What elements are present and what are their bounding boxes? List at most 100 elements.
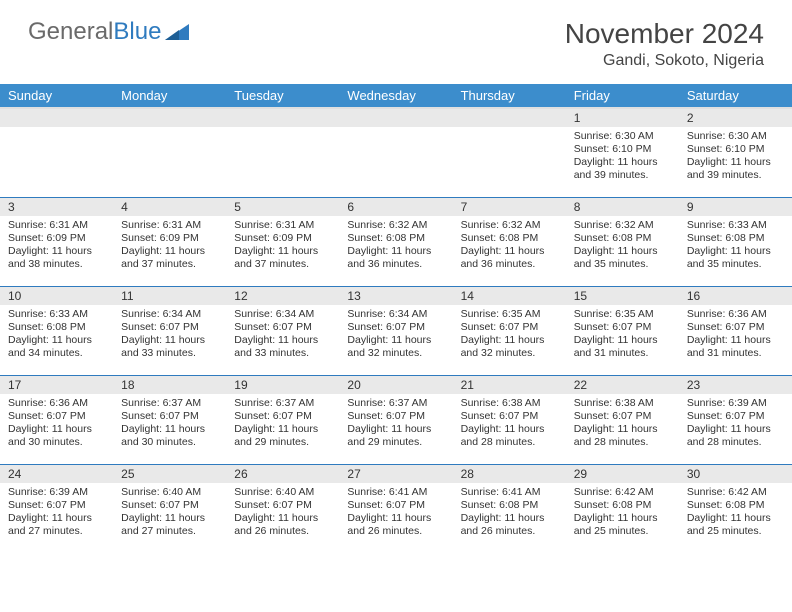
day-line: Daylight: 11 hours and 30 minutes.: [121, 423, 218, 449]
day-number: [113, 109, 226, 127]
calendar-week-row: 3Sunrise: 6:31 AMSunset: 6:09 PMDaylight…: [0, 197, 792, 286]
day-number: 28: [453, 465, 566, 483]
day-line: Sunrise: 6:37 AM: [121, 397, 218, 410]
day-number: 8: [566, 198, 679, 216]
day-line: Sunrise: 6:34 AM: [121, 308, 218, 321]
day-line: Sunrise: 6:38 AM: [461, 397, 558, 410]
calendar-day-cell: 12Sunrise: 6:34 AMSunset: 6:07 PMDayligh…: [226, 286, 339, 375]
day-line: Daylight: 11 hours and 36 minutes.: [461, 245, 558, 271]
title-block: November 2024 Gandi, Sokoto, Nigeria: [565, 18, 764, 70]
day-line: Sunrise: 6:30 AM: [687, 130, 784, 143]
day-line: Daylight: 11 hours and 27 minutes.: [8, 512, 105, 538]
day-line: Sunset: 6:07 PM: [574, 321, 671, 334]
logo-text-gray: General: [28, 18, 113, 46]
day-line: Daylight: 11 hours and 32 minutes.: [461, 334, 558, 360]
day-content: Sunrise: 6:32 AMSunset: 6:08 PMDaylight:…: [453, 216, 566, 275]
calendar-day-cell: 24Sunrise: 6:39 AMSunset: 6:07 PMDayligh…: [0, 464, 113, 553]
day-line: Daylight: 11 hours and 33 minutes.: [234, 334, 331, 360]
day-line: Sunrise: 6:35 AM: [461, 308, 558, 321]
logo-sail-icon: [165, 22, 191, 42]
day-line: Daylight: 11 hours and 28 minutes.: [574, 423, 671, 449]
day-line: Daylight: 11 hours and 29 minutes.: [347, 423, 444, 449]
day-content: Sunrise: 6:41 AMSunset: 6:08 PMDaylight:…: [453, 483, 566, 542]
day-line: Sunset: 6:09 PM: [234, 232, 331, 245]
calendar-week-row: 24Sunrise: 6:39 AMSunset: 6:07 PMDayligh…: [0, 464, 792, 553]
day-line: Daylight: 11 hours and 29 minutes.: [234, 423, 331, 449]
calendar-day-cell: [113, 108, 226, 197]
day-line: Daylight: 11 hours and 38 minutes.: [8, 245, 105, 271]
day-number: [0, 109, 113, 127]
day-line: Sunset: 6:07 PM: [234, 410, 331, 423]
calendar-day-cell: 30Sunrise: 6:42 AMSunset: 6:08 PMDayligh…: [679, 464, 792, 553]
day-line: Sunset: 6:07 PM: [461, 410, 558, 423]
day-line: Sunrise: 6:30 AM: [574, 130, 671, 143]
day-line: Daylight: 11 hours and 25 minutes.: [574, 512, 671, 538]
day-number: 7: [453, 198, 566, 216]
calendar-week-row: 10Sunrise: 6:33 AMSunset: 6:08 PMDayligh…: [0, 286, 792, 375]
calendar-day-cell: 16Sunrise: 6:36 AMSunset: 6:07 PMDayligh…: [679, 286, 792, 375]
calendar-day-cell: 11Sunrise: 6:34 AMSunset: 6:07 PMDayligh…: [113, 286, 226, 375]
day-line: Daylight: 11 hours and 28 minutes.: [687, 423, 784, 449]
day-line: Sunset: 6:07 PM: [121, 499, 218, 512]
day-line: Sunrise: 6:32 AM: [347, 219, 444, 232]
day-number: 11: [113, 287, 226, 305]
day-content: Sunrise: 6:34 AMSunset: 6:07 PMDaylight:…: [226, 305, 339, 364]
day-number: 13: [339, 287, 452, 305]
day-line: Sunrise: 6:42 AM: [687, 486, 784, 499]
day-content: Sunrise: 6:33 AMSunset: 6:08 PMDaylight:…: [0, 305, 113, 364]
weekday-header: Saturday: [679, 84, 792, 108]
day-line: Daylight: 11 hours and 26 minutes.: [234, 512, 331, 538]
day-content: Sunrise: 6:35 AMSunset: 6:07 PMDaylight:…: [566, 305, 679, 364]
day-content: Sunrise: 6:39 AMSunset: 6:07 PMDaylight:…: [679, 394, 792, 453]
calendar-day-cell: 29Sunrise: 6:42 AMSunset: 6:08 PMDayligh…: [566, 464, 679, 553]
day-content: Sunrise: 6:33 AMSunset: 6:08 PMDaylight:…: [679, 216, 792, 275]
day-content: Sunrise: 6:40 AMSunset: 6:07 PMDaylight:…: [113, 483, 226, 542]
day-number: 14: [453, 287, 566, 305]
day-line: Sunset: 6:09 PM: [121, 232, 218, 245]
day-line: Sunset: 6:07 PM: [347, 499, 444, 512]
day-content: Sunrise: 6:36 AMSunset: 6:07 PMDaylight:…: [679, 305, 792, 364]
day-line: Sunset: 6:07 PM: [687, 410, 784, 423]
day-number: 30: [679, 465, 792, 483]
day-line: Daylight: 11 hours and 34 minutes.: [8, 334, 105, 360]
day-number: 26: [226, 465, 339, 483]
calendar-day-cell: 8Sunrise: 6:32 AMSunset: 6:08 PMDaylight…: [566, 197, 679, 286]
calendar-week-row: 1Sunrise: 6:30 AMSunset: 6:10 PMDaylight…: [0, 108, 792, 197]
day-line: Sunset: 6:07 PM: [574, 410, 671, 423]
day-number: [453, 109, 566, 127]
day-number: 18: [113, 376, 226, 394]
header: GeneralBlue November 2024 Gandi, Sokoto,…: [0, 0, 792, 78]
day-line: Daylight: 11 hours and 25 minutes.: [687, 512, 784, 538]
day-number: 17: [0, 376, 113, 394]
day-line: Daylight: 11 hours and 37 minutes.: [234, 245, 331, 271]
day-line: Daylight: 11 hours and 27 minutes.: [121, 512, 218, 538]
day-line: Daylight: 11 hours and 39 minutes.: [687, 156, 784, 182]
day-line: Sunrise: 6:32 AM: [461, 219, 558, 232]
day-line: Daylight: 11 hours and 36 minutes.: [347, 245, 444, 271]
day-line: Sunrise: 6:36 AM: [687, 308, 784, 321]
day-line: Sunrise: 6:33 AM: [8, 308, 105, 321]
day-line: Sunrise: 6:40 AM: [234, 486, 331, 499]
day-line: Sunset: 6:08 PM: [574, 499, 671, 512]
weekday-header-row: SundayMondayTuesdayWednesdayThursdayFrid…: [0, 84, 792, 108]
day-line: Sunrise: 6:31 AM: [8, 219, 105, 232]
calendar-week-row: 17Sunrise: 6:36 AMSunset: 6:07 PMDayligh…: [0, 375, 792, 464]
day-content: Sunrise: 6:36 AMSunset: 6:07 PMDaylight:…: [0, 394, 113, 453]
day-line: Daylight: 11 hours and 28 minutes.: [461, 423, 558, 449]
calendar-day-cell: 1Sunrise: 6:30 AMSunset: 6:10 PMDaylight…: [566, 108, 679, 197]
weekday-header: Tuesday: [226, 84, 339, 108]
day-line: Sunrise: 6:41 AM: [347, 486, 444, 499]
day-line: Sunrise: 6:41 AM: [461, 486, 558, 499]
day-line: Sunrise: 6:40 AM: [121, 486, 218, 499]
calendar-day-cell: 19Sunrise: 6:37 AMSunset: 6:07 PMDayligh…: [226, 375, 339, 464]
calendar-day-cell: 28Sunrise: 6:41 AMSunset: 6:08 PMDayligh…: [453, 464, 566, 553]
day-line: Daylight: 11 hours and 31 minutes.: [687, 334, 784, 360]
calendar-day-cell: 5Sunrise: 6:31 AMSunset: 6:09 PMDaylight…: [226, 197, 339, 286]
day-line: Daylight: 11 hours and 37 minutes.: [121, 245, 218, 271]
day-line: Sunrise: 6:39 AM: [687, 397, 784, 410]
day-number: 4: [113, 198, 226, 216]
day-line: Sunset: 6:09 PM: [8, 232, 105, 245]
weekday-header: Thursday: [453, 84, 566, 108]
logo-text-blue: Blue: [113, 18, 161, 46]
day-line: Sunset: 6:08 PM: [8, 321, 105, 334]
